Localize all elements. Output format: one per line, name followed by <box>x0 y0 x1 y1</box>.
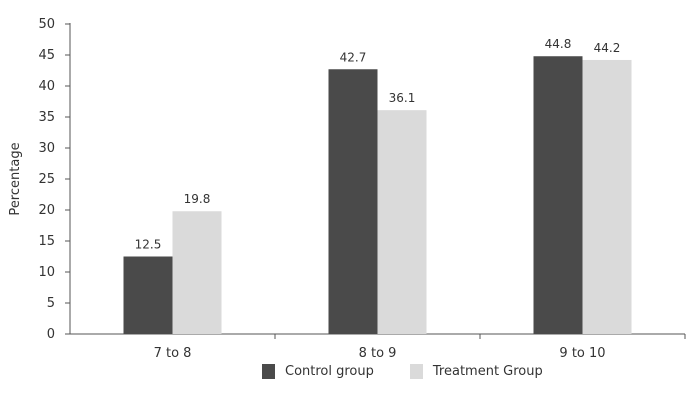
legend-swatch-control <box>262 363 275 379</box>
legend-item-treatment: Treatment Group <box>409 363 543 379</box>
y-axis-label: Percentage <box>8 142 23 215</box>
y-tick-label: 45 <box>38 48 55 63</box>
data-label: 12.5 <box>135 238 162 252</box>
x-tick-label: 9 to 10 <box>559 346 605 361</box>
x-tick-label: 8 to 9 <box>359 346 397 361</box>
data-label: 36.1 <box>389 91 416 105</box>
bar-treatment <box>172 211 222 334</box>
y-tick-label: 15 <box>38 234 55 249</box>
y-tick-label: 35 <box>38 110 55 125</box>
data-label: 44.2 <box>594 41 621 55</box>
legend: Control group Treatment Group <box>262 359 579 383</box>
legend-item-control: Control group <box>262 363 374 379</box>
legend-label-treatment: Treatment Group <box>432 363 543 379</box>
bar-control <box>328 69 378 334</box>
bar-control <box>123 256 173 334</box>
data-label: 42.7 <box>340 50 367 64</box>
y-tick-label: 0 <box>47 327 55 342</box>
x-tick-label: 7 to 8 <box>154 346 192 361</box>
legend-label-control: Control group <box>285 363 374 379</box>
data-label: 19.8 <box>184 192 211 206</box>
y-tick-label: 25 <box>38 172 55 187</box>
y-tick-label: 5 <box>47 296 55 311</box>
bars: 12.5 19.8 42.7 36.1 44.8 44.2 <box>123 37 632 335</box>
data-label: 44.8 <box>545 37 572 51</box>
legend-swatch-treatment <box>409 363 423 379</box>
bar-treatment <box>377 110 427 335</box>
bar-control <box>533 56 583 335</box>
y-ticks: 0 5 10 15 20 25 30 35 40 45 50 <box>38 17 70 342</box>
y-tick-label: 10 <box>38 265 55 280</box>
bar-treatment <box>582 59 632 335</box>
y-tick-label: 20 <box>38 203 55 218</box>
y-tick-label: 50 <box>38 17 55 32</box>
y-tick-label: 40 <box>38 79 55 94</box>
y-tick-label: 30 <box>38 141 55 156</box>
x-tick-labels: 7 to 8 8 to 9 9 to 10 <box>154 334 686 361</box>
